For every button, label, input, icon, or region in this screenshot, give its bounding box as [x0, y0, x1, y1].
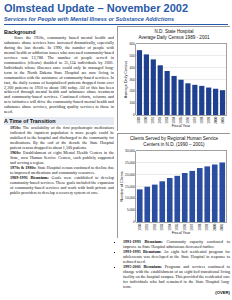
html-text:1950s: The availability of the: 1950s: The availability of the first psy…	[10, 125, 114, 150]
html-text:Olmstead Update – November 200: Olmstead Update – November 2002	[4, 2, 188, 14]
svg-text:1993: 1993	[165, 117, 169, 124]
svg-text:1995: 1995	[175, 224, 179, 231]
html-text:1991-1993 Biennium: Community: 1991-1993 Biennium: Community capacity c…	[123, 239, 230, 249]
svg-text:1991: 1991	[151, 117, 155, 124]
svg-text:1997: 1997	[193, 117, 197, 124]
svg-text:0: 0	[133, 220, 135, 224]
html-text:1995-2001 Biennium: Programs a: 1995-2001 Biennium: Programs and service…	[123, 264, 230, 289]
html-text:1970s & 1980s: State Hospital: 1970s & 1980s: State Hospital census con…	[10, 165, 114, 175]
svg-text:1992: 1992	[153, 224, 157, 231]
svg-text:1999: 1999	[207, 117, 211, 124]
svg-text:30,000: 30,000	[125, 149, 135, 153]
svg-text:10,000: 10,000	[125, 196, 135, 200]
svg-text:1990: 1990	[138, 224, 142, 231]
svg-text:Average Daily Census: Average Daily Census	[124, 61, 128, 99]
svg-text:1993: 1993	[160, 224, 164, 231]
svg-text:1996: 1996	[183, 224, 187, 231]
svg-text:2000: 2000	[214, 117, 218, 124]
svg-text:1999: 1999	[205, 224, 209, 231]
svg-text:1998: 1998	[200, 117, 204, 124]
svg-text:20,000: 20,000	[125, 173, 135, 177]
svg-text:1995: 1995	[179, 117, 183, 124]
svg-text:25,000: 25,000	[125, 161, 135, 165]
svg-text:N.D. State HospitalAverage Dai: N.D. State HospitalAverage Daily Census …	[138, 29, 210, 40]
svg-text:1994: 1994	[168, 224, 172, 231]
html-text:A Time of Transition: A Time of Transition	[4, 118, 56, 125]
svg-text:1992: 1992	[158, 117, 162, 124]
html-text:Background: Background	[4, 29, 36, 35]
svg-text:100: 100	[130, 101, 136, 105]
svg-text:1990: 1990	[144, 117, 148, 124]
svg-text:1991: 1991	[145, 224, 149, 231]
svg-text:1989: 1989	[138, 117, 142, 124]
svg-text:2000: 2000	[213, 224, 217, 231]
svg-text:2001: 2001	[220, 224, 224, 231]
html-text:Services for People with Menta: Services for People with Mental Illness …	[4, 16, 175, 22]
svg-text:5,000: 5,000	[127, 208, 135, 212]
html-text:1989-1991 Biennium: Goals were: 1989-1991 Biennium: Goals were establish…	[10, 175, 114, 195]
svg-text:1996: 1996	[186, 117, 190, 124]
html-text:Since the 1950s, community bas: Since the 1950s, community based mental …	[4, 35, 114, 115]
svg-text:500: 500	[130, 54, 136, 58]
svg-text:400: 400	[130, 66, 136, 70]
svg-text:0: 0	[133, 113, 135, 117]
svg-text:Clients Served by Regional Hum: Clients Served by Regional Human Service…	[130, 136, 219, 147]
svg-text:1994: 1994	[172, 117, 176, 124]
html-text:1993-1995 Biennium: An eight b: 1993-1995 Biennium: An eight bed residen…	[123, 249, 230, 264]
svg-text:Number of Clients: Number of Clients	[120, 171, 124, 201]
svg-text:600: 600	[130, 42, 136, 46]
svg-text:2001: 2001	[221, 117, 225, 124]
svg-text:Fiscal Year: Fiscal Year	[172, 124, 191, 128]
svg-text:Fiscal Year: Fiscal Year	[172, 231, 191, 235]
svg-text:200: 200	[130, 89, 136, 93]
html-text:1960s: Establishment of eight: 1960s: Establishment of eight Mental Hea…	[10, 150, 114, 165]
svg-text:300: 300	[130, 78, 136, 82]
svg-text:15,000: 15,000	[125, 185, 135, 189]
html-text:(OVER): (OVER)	[215, 290, 230, 296]
svg-text:1997: 1997	[190, 224, 194, 231]
svg-text:1998: 1998	[198, 224, 202, 231]
